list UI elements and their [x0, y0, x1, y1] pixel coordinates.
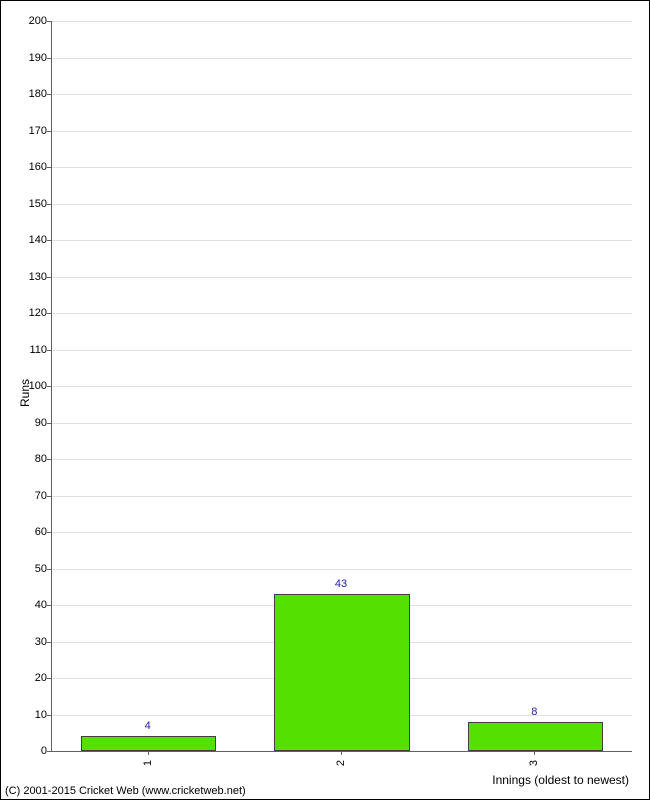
y-tick-mark: [47, 313, 51, 314]
gridline: [52, 350, 632, 351]
gridline: [52, 94, 632, 95]
y-tick-mark: [47, 131, 51, 132]
y-tick-label: 10: [7, 709, 47, 721]
y-tick-mark: [47, 532, 51, 533]
gridline: [52, 277, 632, 278]
y-tick-mark: [47, 423, 51, 424]
y-tick-label: 110: [7, 344, 47, 356]
y-tick-label: 20: [7, 672, 47, 684]
y-tick-mark: [47, 240, 51, 241]
y-tick-mark: [47, 715, 51, 716]
y-tick-label: 140: [7, 234, 47, 246]
gridline: [52, 313, 632, 314]
bar-value-label: 43: [335, 578, 347, 590]
y-tick-label: 60: [7, 526, 47, 538]
gridline: [52, 386, 632, 387]
y-tick-mark: [47, 386, 51, 387]
y-tick-mark: [47, 350, 51, 351]
gridline: [52, 240, 632, 241]
y-tick-label: 70: [7, 490, 47, 502]
y-tick-label: 90: [7, 417, 47, 429]
y-tick-mark: [47, 21, 51, 22]
gridline: [52, 131, 632, 132]
gridline: [52, 532, 632, 533]
gridline: [52, 569, 632, 570]
x-tick-label: 2: [335, 760, 347, 766]
bar-value-label: 4: [145, 720, 151, 732]
x-tick-label: 1: [142, 760, 154, 766]
x-tick-mark: [534, 751, 535, 755]
chart-container: Runs Innings (oldest to newest) (C) 2001…: [0, 0, 650, 800]
y-tick-label: 190: [7, 52, 47, 64]
y-tick-mark: [47, 94, 51, 95]
x-tick-mark: [148, 751, 149, 755]
plot-area: [51, 21, 632, 752]
x-tick-mark: [341, 751, 342, 755]
bar: [81, 736, 216, 751]
y-tick-mark: [47, 167, 51, 168]
x-tick-label: 3: [528, 760, 540, 766]
y-tick-mark: [47, 459, 51, 460]
copyright-text: (C) 2001-2015 Cricket Web (www.cricketwe…: [5, 785, 246, 797]
gridline: [52, 496, 632, 497]
bar: [468, 722, 603, 751]
y-tick-mark: [47, 569, 51, 570]
y-tick-mark: [47, 58, 51, 59]
x-axis-label: Innings (oldest to newest): [492, 773, 629, 787]
y-tick-mark: [47, 751, 51, 752]
y-tick-mark: [47, 204, 51, 205]
gridline: [52, 167, 632, 168]
y-tick-label: 0: [7, 745, 47, 757]
y-tick-label: 120: [7, 307, 47, 319]
y-tick-label: 170: [7, 125, 47, 137]
y-tick-mark: [47, 496, 51, 497]
y-tick-label: 150: [7, 198, 47, 210]
y-tick-label: 160: [7, 161, 47, 173]
y-tick-mark: [47, 277, 51, 278]
gridline: [52, 58, 632, 59]
gridline: [52, 423, 632, 424]
y-tick-label: 40: [7, 599, 47, 611]
y-tick-label: 30: [7, 636, 47, 648]
y-tick-label: 50: [7, 563, 47, 575]
y-tick-mark: [47, 642, 51, 643]
y-tick-label: 130: [7, 271, 47, 283]
gridline: [52, 204, 632, 205]
bar-value-label: 8: [531, 706, 537, 718]
y-tick-label: 80: [7, 453, 47, 465]
y-tick-label: 180: [7, 88, 47, 100]
y-tick-label: 100: [7, 380, 47, 392]
gridline: [52, 459, 632, 460]
y-tick-label: 200: [7, 15, 47, 27]
y-tick-mark: [47, 605, 51, 606]
bar: [274, 594, 409, 751]
y-tick-mark: [47, 678, 51, 679]
gridline: [52, 21, 632, 22]
